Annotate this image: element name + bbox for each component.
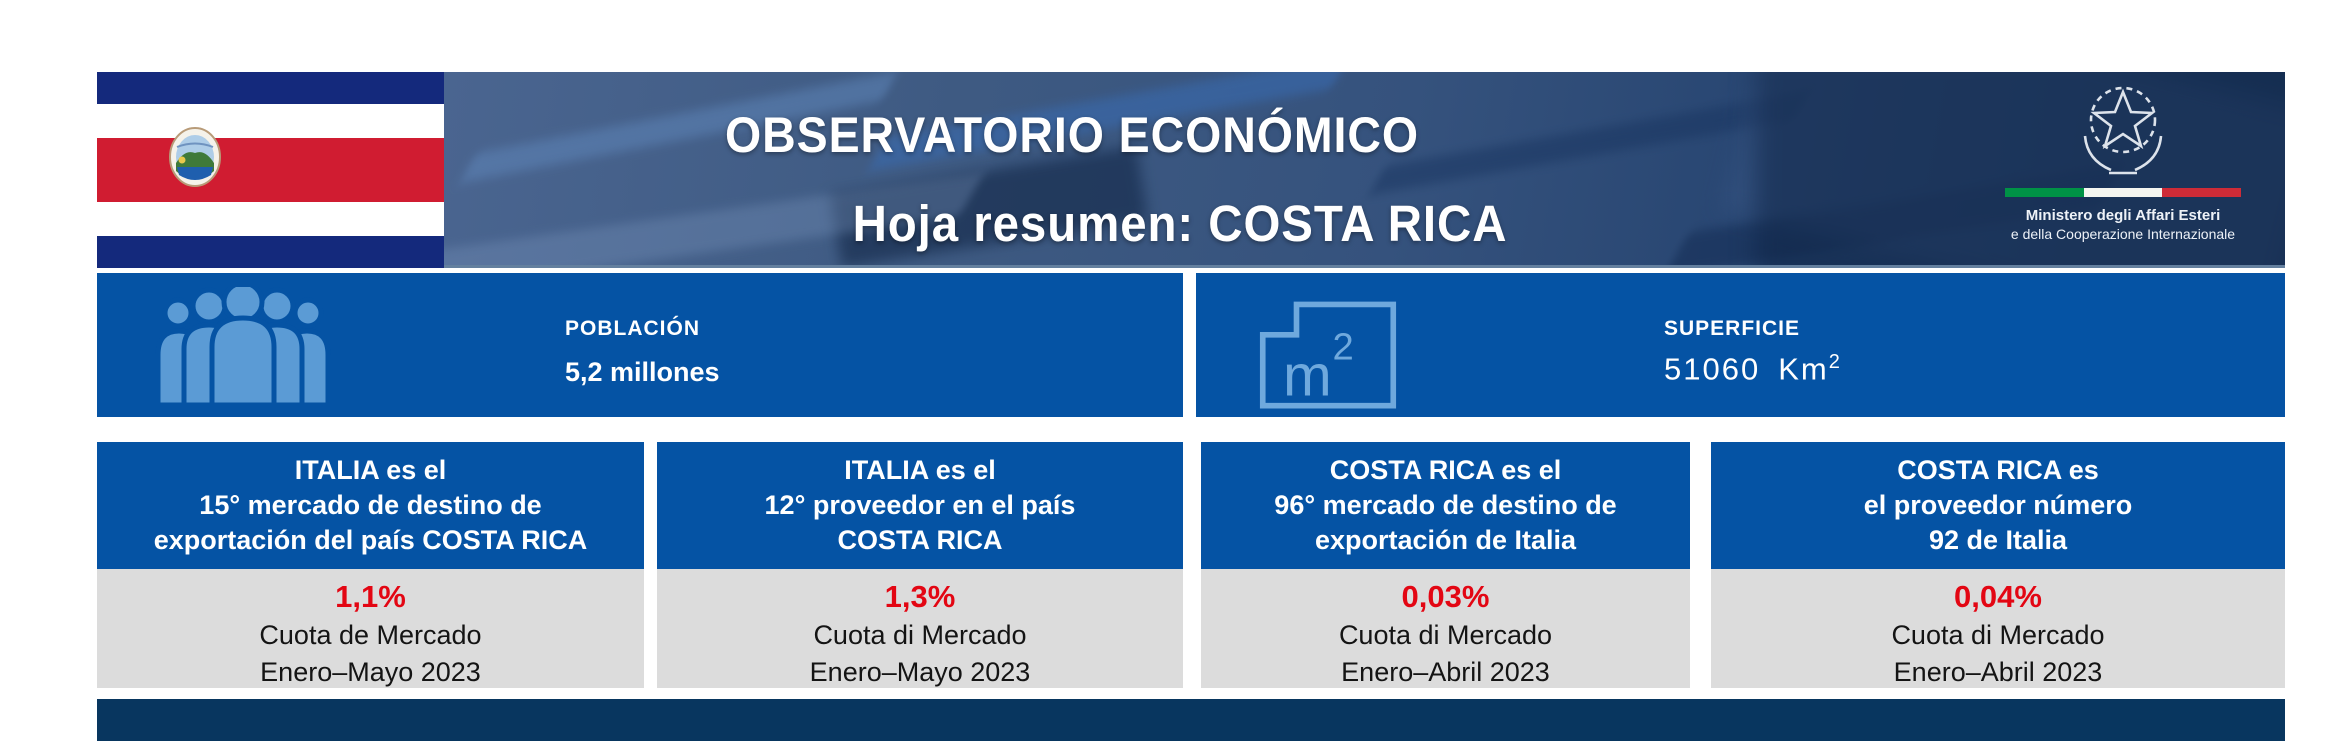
card-costarica-export-market: COSTA RICA es el 96° mercado de destino …: [1201, 442, 1690, 688]
market-share-period: Enero–Abril 2023: [1341, 657, 1550, 687]
card-title-line: COSTA RICA es el: [1329, 455, 1562, 485]
market-share-value: 1,3%: [884, 579, 956, 614]
area-box: m 2 SUPERFICIE 51060 Km2: [1196, 273, 2285, 417]
italy-tricolor-bar: [2005, 188, 2242, 197]
footer-bar: [97, 699, 2285, 741]
card-title-line: 15° mercado de destino de: [199, 490, 542, 520]
tricolor-green: [2005, 188, 2084, 197]
card-title: ITALIA es el 12° proveedor en el país CO…: [657, 442, 1183, 569]
header-photo-background: [444, 72, 2285, 268]
population-box: POBLACIÓN 5,2 millones: [97, 273, 1183, 417]
card-stats: 0,03% Cuota di Mercado Enero–Abril 2023: [1201, 569, 1690, 688]
page-subtitle: Hoja resumen: COSTA RICA: [852, 195, 1508, 252]
svg-text:m: m: [1283, 344, 1332, 409]
square-meter-icon: m 2: [1259, 301, 1397, 409]
svg-text:2: 2: [1333, 326, 1354, 369]
flag-stripe-red: [97, 126, 444, 203]
population-label: POBLACIÓN: [565, 317, 700, 340]
population-text: POBLACIÓN 5,2 millones: [565, 317, 720, 388]
people-group-icon: [155, 287, 331, 405]
flag-stripe-blue-bottom: [97, 235, 444, 268]
card-title-line: 96° mercado de destino de: [1274, 490, 1617, 520]
tricolor-white: [2083, 188, 2163, 197]
population-value: 5,2 millones: [565, 357, 720, 387]
card-title: ITALIA es el 15° mercado de destino de e…: [97, 442, 644, 569]
tricolor-red: [2162, 188, 2242, 197]
page-title: OBSERVATORIO ECONÓMICO: [725, 107, 1419, 163]
card-title: COSTA RICA es el proveedor número 92 de …: [1711, 442, 2285, 569]
market-cards-row: ITALIA es el 15° mercado de destino de e…: [97, 442, 2285, 688]
costa-rica-coat-of-arms-icon: [169, 126, 221, 187]
card-stats: 1,3% Cuota di Mercado Enero–Mayo 2023: [657, 569, 1183, 688]
country-stats-row: POBLACIÓN 5,2 millones m 2 SUPERFICIE 51…: [97, 273, 2285, 417]
card-title-line: COSTA RICA es: [1897, 455, 2099, 485]
card-italy-supplier: ITALIA es el 12° proveedor en el país CO…: [657, 442, 1183, 688]
card-stats: 0,04% Cuota di Mercado Enero–Abril 2023: [1711, 569, 2285, 688]
italy-emblem-icon: [2083, 86, 2163, 175]
market-share-label: Cuota di Mercado: [1891, 620, 2105, 650]
area-exponent: 2: [1828, 351, 1842, 373]
market-share-label: Cuota de Mercado: [259, 620, 482, 650]
market-share-period: Enero–Abril 2023: [1893, 657, 2103, 687]
card-title-line: exportación de Italia: [1314, 525, 1577, 555]
area-number: 51060: [1664, 351, 1761, 387]
market-share-value: 0,03%: [1401, 579, 1490, 614]
photo-streak: [1755, 72, 2285, 265]
area-value: 51060 Km2: [1664, 351, 1842, 387]
area-text: SUPERFICIE 51060 Km2: [1664, 317, 1842, 387]
costa-rica-flag: [97, 72, 444, 268]
flag-stripe-white-top: [97, 104, 444, 138]
card-costarica-supplier: COSTA RICA es el proveedor número 92 de …: [1711, 442, 2285, 688]
card-title-line: exportación del país COSTA RICA: [153, 525, 588, 555]
card-title-line: 92 de Italia: [1928, 525, 2068, 555]
card-stats: 1,1% Cuota de Mercado Enero–Mayo 2023: [97, 569, 644, 688]
card-title-line: COSTA RICA: [837, 525, 1003, 555]
ministry-logo: Ministero degli Affari Esteri e della Co…: [1973, 74, 2273, 243]
area-label: SUPERFICIE: [1664, 317, 1801, 340]
ministry-name-line2: e della Cooperazione Internazionale: [2010, 226, 2236, 242]
market-share-label: Cuota di Mercado: [1338, 620, 1553, 650]
market-share-label: Cuota di Mercado: [813, 620, 1027, 650]
card-italy-export-market: ITALIA es el 15° mercado de destino de e…: [97, 442, 644, 688]
card-title-line: el proveedor número: [1863, 490, 2133, 520]
flag-stripe-blue-top: [97, 72, 444, 105]
ministry-name-line1: Ministero degli Affari Esteri: [2025, 207, 2221, 224]
flag-stripe-white-bottom: [97, 202, 444, 236]
header-banner: OBSERVATORIO ECONÓMICO Hoja resumen: COS…: [97, 72, 2285, 268]
card-title-line: ITALIA es el: [844, 455, 996, 485]
card-title: COSTA RICA es el 96° mercado de destino …: [1201, 442, 1690, 569]
card-title-line: ITALIA es el: [294, 455, 447, 485]
market-share-value: 1,1%: [335, 579, 406, 614]
market-share-period: Enero–Mayo 2023: [809, 657, 1031, 687]
market-share-period: Enero–Mayo 2023: [260, 657, 481, 687]
market-share-value: 0,04%: [1954, 579, 2042, 614]
card-title-line: 12° proveedor en el país: [764, 490, 1076, 520]
area-unit: Km: [1778, 351, 1829, 387]
